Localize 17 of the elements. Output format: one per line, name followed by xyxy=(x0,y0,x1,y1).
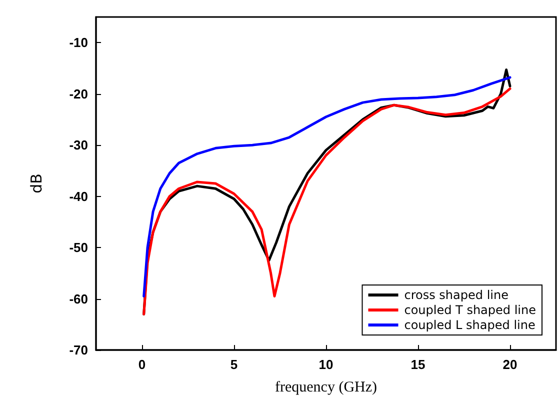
y-tick-label: -50 xyxy=(69,240,88,256)
x-tick-label: 20 xyxy=(502,357,518,372)
x-tick-label: 15 xyxy=(410,357,426,372)
legend-label: coupled T shaped line xyxy=(404,303,536,317)
y-tick-label: -60 xyxy=(69,291,88,306)
y-tick-label: -10 xyxy=(69,35,88,50)
legend-label: coupled L shaped line xyxy=(404,318,536,332)
y-tick-label: -40 xyxy=(69,188,88,204)
y-tick-label: -20 xyxy=(69,86,88,102)
y-tick-label: -70 xyxy=(69,342,88,358)
x-axis-title: frequency (GHz) xyxy=(274,380,378,396)
x-tick-label: 10 xyxy=(318,357,334,372)
x-tick-label: 5 xyxy=(230,357,238,372)
legend-label: cross shaped line xyxy=(404,288,508,302)
x-tick-label: 0 xyxy=(138,357,146,372)
y-tick-label: -30 xyxy=(69,138,88,153)
y-axis-title: dB xyxy=(28,174,46,194)
